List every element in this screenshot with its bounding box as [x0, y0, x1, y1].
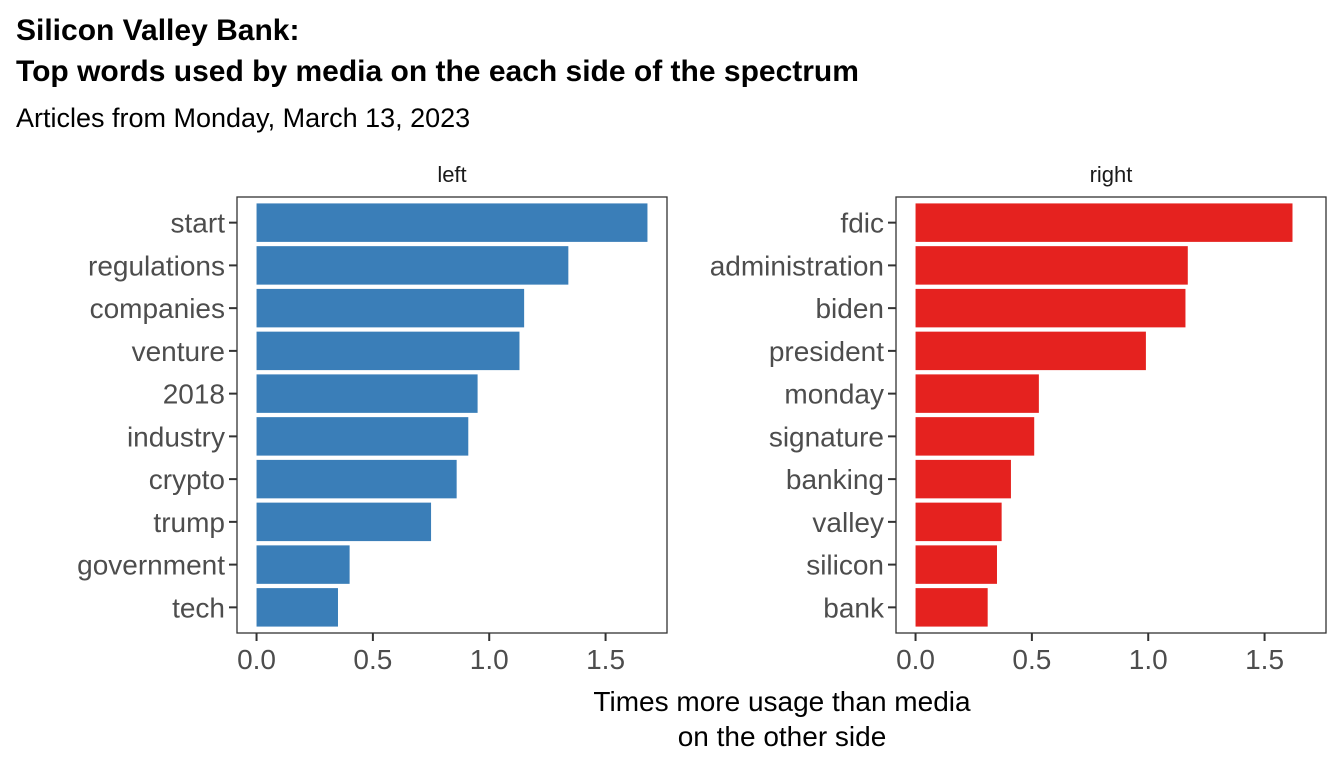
y-tick-label-government: government — [77, 550, 225, 581]
x-tick-label-right-0: 0.0 — [896, 644, 935, 675]
x-tick-label-right-2: 1.0 — [1129, 644, 1168, 675]
bar-2018 — [256, 374, 478, 413]
x-tick-label-right-3: 1.5 — [1245, 644, 1284, 675]
y-tick-label-administration: administration — [710, 250, 884, 281]
chart-subtitle: Articles from Monday, March 13, 2023 — [16, 103, 470, 133]
x-tick-label-right-1: 0.5 — [1012, 644, 1051, 675]
panel-border-right — [895, 196, 1327, 634]
x-tick-label-left-2: 1.0 — [470, 644, 509, 675]
y-tick-label-valley: valley — [812, 507, 884, 538]
facet-panel-right: right fdic administration biden president mon… — [710, 162, 1327, 675]
y-tick-label-banking: banking — [786, 464, 884, 495]
bar-companies — [256, 288, 525, 328]
bar-crypto — [256, 459, 457, 499]
bar-silicon — [915, 545, 997, 584]
bar-administration — [915, 246, 1188, 285]
y-tick-label-industry: industry — [127, 421, 225, 452]
bar-start — [256, 203, 648, 242]
y-tick-label-monday: monday — [784, 379, 884, 410]
bar-tech — [256, 588, 338, 627]
panel-border-left — [236, 196, 668, 634]
bar-government — [256, 545, 350, 584]
bar-monday — [915, 374, 1039, 413]
y-tick-label-2018: 2018 — [163, 379, 225, 410]
x-tick-label-left-3: 1.5 — [586, 644, 625, 675]
facet-label-right: right — [1090, 162, 1133, 187]
y-tick-label-signature: signature — [769, 421, 884, 452]
y-tick-label-silicon: silicon — [806, 550, 884, 581]
bar-fdic — [915, 203, 1293, 242]
chart-title-line-2: Top words used by media on the each side… — [16, 55, 859, 88]
y-tick-label-tech: tech — [172, 592, 225, 623]
facet-panels: left start regulations companies venture 2018… — [77, 162, 1327, 675]
y-tick-label-start: start — [171, 208, 226, 239]
bar-signature — [915, 417, 1035, 456]
chart-title-line-1: Silicon Valley Bank: — [16, 14, 299, 47]
y-tick-label-regulations: regulations — [88, 250, 225, 281]
y-tick-label-trump: trump — [153, 507, 225, 538]
bar-bank — [915, 588, 988, 627]
y-tick-label-biden: biden — [815, 293, 884, 324]
bar-regulations — [256, 246, 569, 285]
y-tick-label-bank: bank — [823, 592, 885, 623]
bar-trump — [256, 502, 432, 542]
y-tick-label-companies: companies — [90, 293, 225, 324]
y-tick-label-fdic: fdic — [840, 208, 884, 239]
facet-panel-left: left start regulations companies venture 2018… — [77, 162, 668, 675]
bar-venture — [256, 331, 520, 371]
bar-banking — [915, 459, 1011, 499]
bar-biden — [915, 288, 1186, 328]
y-tick-label-president: president — [769, 336, 884, 367]
bar-industry — [256, 417, 469, 456]
x-axis-label-line-1: Times more usage than media — [593, 686, 971, 717]
x-tick-label-left-1: 0.5 — [353, 644, 392, 675]
x-axis-label-line-2: on the other side — [678, 721, 887, 752]
facet-label-left: left — [437, 162, 466, 187]
bar-valley — [915, 502, 1002, 542]
x-tick-label-left-0: 0.0 — [237, 644, 276, 675]
y-tick-label-venture: venture — [132, 336, 225, 367]
bar-president — [915, 331, 1146, 371]
y-tick-label-crypto: crypto — [149, 464, 225, 495]
